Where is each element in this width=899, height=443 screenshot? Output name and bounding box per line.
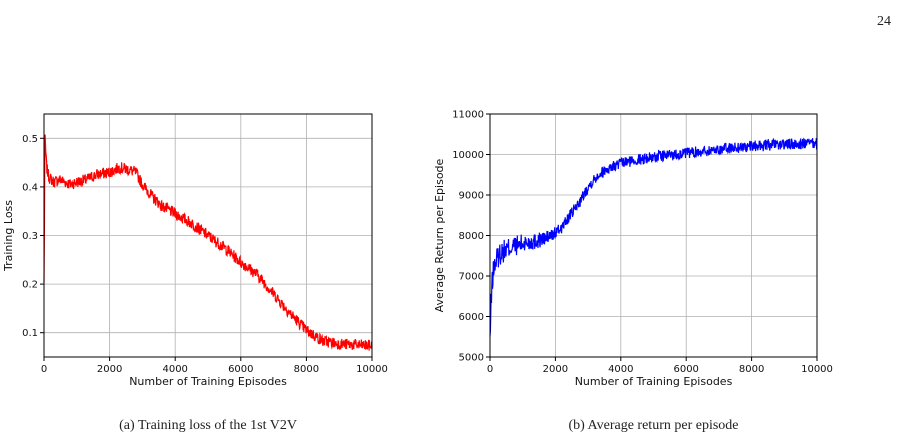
y-axis-label: Average Return per Episode [433,158,446,312]
y-tick-label: 0.4 [22,182,38,193]
y-tick-label: 0.2 [22,280,38,291]
x-tick-label: 0 [41,364,47,375]
x-tick-label: 2000 [543,364,568,375]
chart-training-loss: 0 2000 4000 6000 8000 10000 0.1 0.2 0.3 0.4 0.5 Num… [2,113,388,388]
x-tick-label: 0 [487,364,493,375]
x-tick-label: 8000 [739,364,764,375]
x-tick-label: 8000 [294,364,319,375]
series-line [489,137,818,337]
page-number: 24 [877,14,891,29]
y-axis-label: Training Loss [2,200,15,272]
chart-average-return: 0 2000 4000 6000 8000 10000 5000 6000 7000 8000 90… [433,110,833,389]
x-tick-label: 4000 [162,364,187,375]
y-tick-label: 0.5 [22,134,38,145]
y-tick-label: 11000 [452,110,484,121]
y-tick-label: 6000 [459,312,484,323]
y-tick-label: 9000 [459,191,484,202]
y-tick-label: 0.3 [22,231,38,242]
caption-a: (a) Training loss of the 1st V2V [119,418,297,433]
y-tick-label: 0.1 [22,328,38,339]
series-line [43,134,373,351]
x-axis-label: Number of Training Episodes [129,375,287,388]
x-tick-label: 6000 [228,364,253,375]
x-tick-label: 4000 [608,364,633,375]
y-tick-label: 10000 [452,150,484,161]
x-tick-label: 10000 [356,364,388,375]
y-tick-label: 7000 [459,272,484,283]
y-tick-label: 8000 [459,231,484,242]
x-axis-label: Number of Training Episodes [575,375,733,388]
y-tick-label: 5000 [459,353,484,364]
x-tick-label: 6000 [673,364,698,375]
caption-b: (b) Average return per episode [568,418,739,433]
x-tick-label: 2000 [97,364,122,375]
x-tick-label: 10000 [801,364,833,375]
